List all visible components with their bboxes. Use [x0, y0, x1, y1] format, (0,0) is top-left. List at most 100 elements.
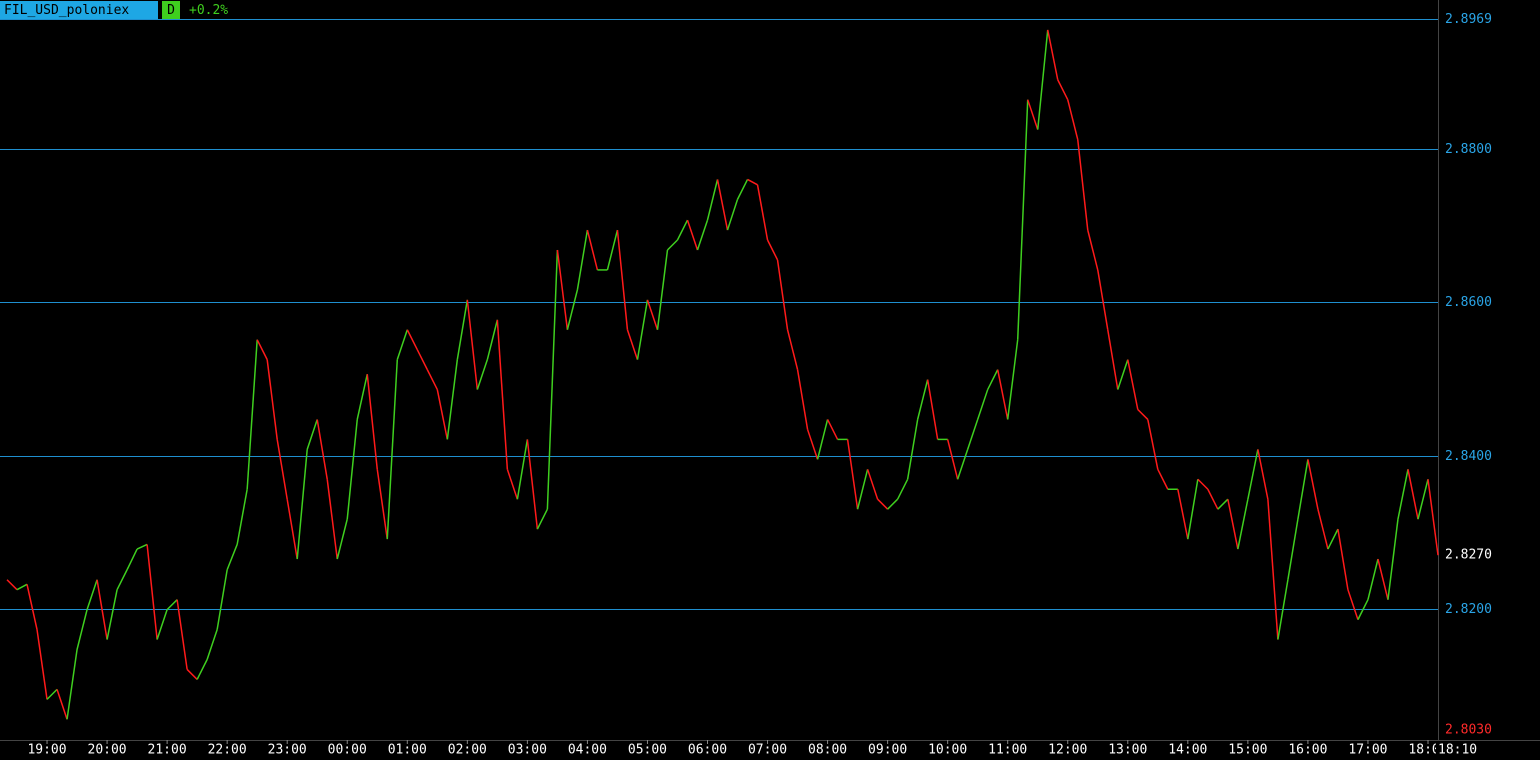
- price-segment: [36, 629, 48, 700]
- price-segment: [516, 439, 529, 500]
- x-tick-label: 14:00: [1168, 743, 1207, 758]
- timeframe[interactable]: D: [167, 3, 175, 18]
- price-segment: [1197, 478, 1209, 490]
- x-tick-label: 13:00: [1108, 743, 1147, 758]
- x-tick-label: 09:00: [868, 743, 907, 758]
- y-tick-label: 2.8200: [1445, 602, 1492, 617]
- price-segment: [396, 329, 408, 360]
- price-segment: [176, 599, 188, 670]
- price-segment: [506, 469, 519, 500]
- price-segment: [326, 479, 338, 560]
- y-tick-label: 2.8400: [1445, 449, 1492, 464]
- price-segment: [716, 179, 729, 231]
- x-tick-label: 11:00: [988, 743, 1027, 758]
- price-segment: [336, 518, 348, 560]
- change: +0.2%: [189, 3, 228, 18]
- price-segment: [776, 259, 789, 330]
- price-segment: [1016, 99, 1029, 340]
- price-segment: [436, 389, 449, 440]
- price-segment: [766, 239, 779, 261]
- x-last-label: 18:10: [1438, 743, 1477, 758]
- price-segment: [1027, 99, 1039, 130]
- price-segment: [1257, 449, 1269, 500]
- timeframe-box[interactable]: [162, 1, 180, 19]
- price-segment: [816, 419, 829, 460]
- price-segment: [1267, 499, 1279, 640]
- price-segment: [376, 469, 389, 540]
- price-segment: [1337, 528, 1349, 590]
- price-segment: [696, 219, 709, 251]
- price-segment: [1157, 468, 1169, 490]
- price-segment: [976, 389, 989, 420]
- price-segment: [1077, 139, 1089, 231]
- price-segment: [726, 199, 739, 231]
- y-tick-label: 2.8600: [1445, 295, 1492, 310]
- x-tick-label: 16:00: [1288, 743, 1327, 758]
- price-segment: [266, 359, 278, 440]
- x-tick-label: 03:00: [508, 743, 547, 758]
- price-segment: [446, 359, 459, 440]
- price-segment: [636, 299, 649, 360]
- x-tick-label: 23:00: [268, 743, 307, 758]
- price-segment: [606, 229, 619, 271]
- price-segment: [576, 229, 589, 290]
- x-tick-label: 07:00: [748, 743, 787, 758]
- price-segment: [1327, 528, 1339, 550]
- price-segment: [946, 439, 959, 480]
- price-segment: [1057, 79, 1069, 101]
- price-segment: [1347, 589, 1359, 620]
- symbol-box: [0, 1, 158, 19]
- price-segment: [246, 339, 258, 490]
- price-segment: [926, 379, 939, 440]
- price-segment: [136, 543, 148, 550]
- price-segment: [1407, 469, 1419, 520]
- price-segment: [1127, 359, 1139, 410]
- price-segment: [1187, 479, 1199, 540]
- price-segment: [406, 329, 418, 351]
- price-segment: [887, 498, 899, 510]
- price-segment: [1377, 558, 1389, 600]
- price-segment: [1067, 99, 1079, 140]
- x-tick-label: 17:00: [1348, 743, 1387, 758]
- price-segment: [536, 508, 549, 530]
- x-tick-label: 21:00: [148, 743, 187, 758]
- price-segment: [736, 179, 749, 200]
- price-segment: [1207, 488, 1219, 510]
- x-tick-label: 08:00: [808, 743, 847, 758]
- price-segment: [206, 629, 218, 660]
- x-tick-label: 15:00: [1228, 743, 1267, 758]
- price-segment: [1237, 499, 1249, 550]
- price-segment: [216, 569, 228, 630]
- price-segment: [1046, 29, 1059, 80]
- price-segment: [996, 369, 1009, 420]
- price-segment: [146, 544, 158, 640]
- price-segment: [46, 688, 58, 700]
- price-segment: [826, 419, 839, 440]
- price-segment: [877, 498, 889, 510]
- price-segment: [916, 379, 929, 420]
- price-segment: [1036, 29, 1049, 130]
- last-price-label: 2.8270: [1445, 548, 1492, 563]
- price-segment: [1137, 408, 1149, 420]
- price-segment: [116, 569, 128, 591]
- price-segment: [1277, 579, 1289, 640]
- price-segment: [306, 419, 318, 450]
- price-segment: [666, 239, 679, 251]
- price-segment: [526, 439, 539, 530]
- price-segment: [1297, 459, 1309, 520]
- price-segment: [616, 229, 629, 330]
- price-segment: [656, 249, 669, 330]
- price-segment: [566, 289, 579, 330]
- price-segment: [226, 544, 238, 571]
- price-segment: [356, 374, 368, 420]
- x-tick-label: 22:00: [208, 743, 247, 758]
- price-segment: [1087, 229, 1099, 271]
- price-segment: [26, 584, 38, 630]
- x-tick-label: 10:00: [928, 743, 967, 758]
- price-segment: [1107, 329, 1119, 390]
- price-segment: [1417, 479, 1429, 520]
- price-segment: [6, 579, 18, 591]
- price-segment: [866, 469, 879, 500]
- price-segment: [1427, 479, 1439, 556]
